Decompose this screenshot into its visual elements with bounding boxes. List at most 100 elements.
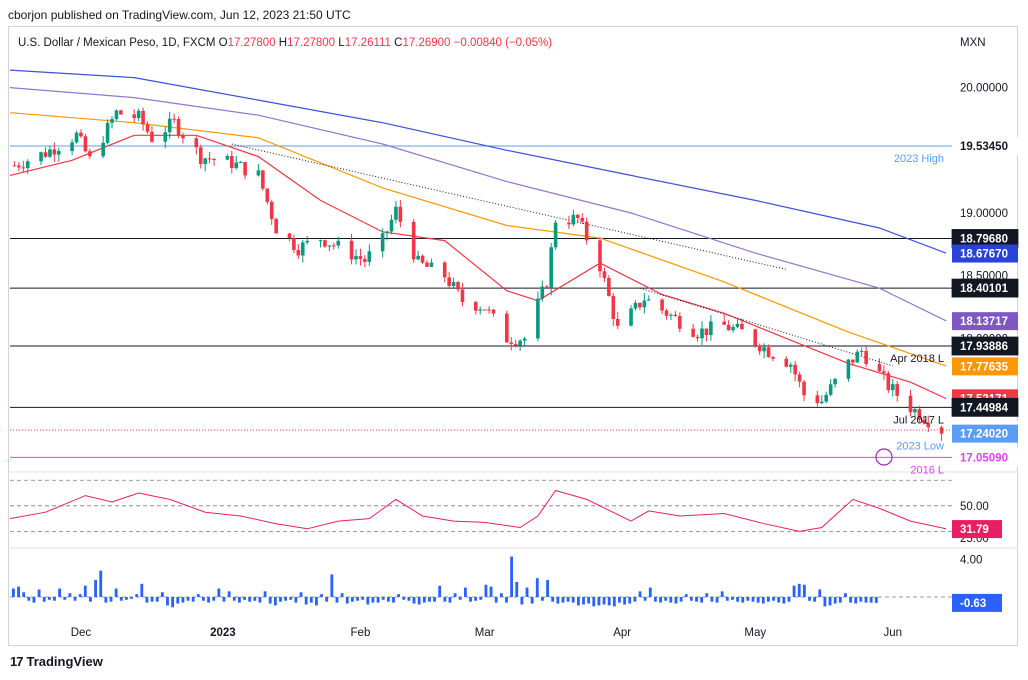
candle-body bbox=[181, 135, 185, 139]
histogram-bar bbox=[27, 596, 31, 601]
trendline-dotted bbox=[639, 287, 893, 367]
histogram-bar bbox=[520, 596, 524, 605]
histogram-bar bbox=[47, 596, 51, 600]
histogram-bar bbox=[541, 596, 544, 601]
candle-body bbox=[194, 138, 199, 148]
histogram-bar bbox=[17, 586, 20, 597]
histogram-bar bbox=[571, 596, 575, 603]
histogram-bar bbox=[561, 596, 565, 603]
candle-body bbox=[793, 364, 797, 375]
candle-body bbox=[442, 262, 447, 278]
price-axis-label-bg bbox=[952, 244, 1018, 263]
tradingview-logo-text: TradingView bbox=[26, 654, 103, 669]
histogram-bar bbox=[587, 596, 591, 604]
candle-body bbox=[141, 110, 145, 125]
candle-body bbox=[43, 152, 48, 157]
candle-body bbox=[305, 240, 310, 243]
histogram-bar bbox=[258, 596, 262, 603]
rsi-line bbox=[9, 489, 947, 532]
ema50-line bbox=[9, 112, 947, 367]
candle-body bbox=[394, 206, 398, 220]
histogram-bar bbox=[433, 596, 436, 602]
candle-body bbox=[766, 347, 771, 358]
candle-body bbox=[939, 427, 944, 434]
histogram-bar bbox=[566, 596, 570, 602]
histogram-bar bbox=[428, 596, 431, 602]
price-axis-label: 17.24020 bbox=[960, 429, 1008, 441]
histogram-bar bbox=[654, 596, 657, 602]
histogram-bar bbox=[94, 580, 98, 597]
histogram-bar bbox=[448, 596, 452, 603]
candle-body bbox=[731, 326, 735, 331]
candle-body bbox=[380, 233, 385, 252]
histogram-bar bbox=[458, 596, 462, 600]
price-axis-label: 17.44984 bbox=[960, 402, 1009, 414]
candle-body bbox=[74, 132, 79, 143]
candle-body bbox=[389, 219, 394, 232]
histogram-bar bbox=[22, 592, 26, 597]
histogram-bar bbox=[381, 596, 385, 600]
histogram-bar bbox=[802, 584, 806, 597]
candle-body bbox=[846, 359, 851, 379]
candle-body bbox=[544, 286, 549, 289]
histogram-bar bbox=[705, 593, 709, 597]
histogram-bar bbox=[674, 596, 678, 604]
candle-body bbox=[48, 149, 52, 157]
histogram-bar bbox=[443, 596, 447, 602]
candle-body bbox=[757, 345, 762, 352]
histogram-bar bbox=[37, 589, 41, 597]
histogram-bar bbox=[838, 596, 842, 603]
time-axis-tick: Mar bbox=[475, 627, 495, 639]
histogram-bar bbox=[525, 587, 529, 597]
price-axis-label: 18.79680 bbox=[960, 233, 1008, 245]
candle-body bbox=[292, 238, 296, 250]
histogram-bar bbox=[412, 596, 416, 604]
histogram-bar bbox=[725, 596, 729, 601]
candle-body bbox=[21, 167, 26, 169]
histogram-bar bbox=[407, 596, 411, 601]
histogram-bar bbox=[715, 596, 719, 603]
ema20-line bbox=[9, 134, 947, 400]
histogram-bar bbox=[818, 589, 822, 597]
price-axis-label-bg bbox=[952, 312, 1018, 331]
histogram-bar bbox=[104, 596, 108, 603]
candle-body bbox=[429, 262, 434, 267]
candle-body bbox=[261, 170, 265, 189]
level-annotation: Apr 2018 L bbox=[890, 353, 944, 365]
histogram-bar bbox=[777, 596, 781, 603]
candle-body bbox=[895, 384, 900, 396]
candle-body bbox=[642, 300, 647, 308]
histogram-bar bbox=[320, 594, 323, 597]
candle-body bbox=[735, 323, 740, 327]
candle-body bbox=[584, 221, 589, 241]
histogram-bar bbox=[787, 596, 791, 602]
histogram-bar bbox=[849, 596, 853, 603]
candle-body bbox=[859, 350, 864, 352]
candle-body bbox=[25, 161, 30, 169]
candle-body bbox=[615, 318, 620, 326]
histogram-last-bg bbox=[952, 593, 1002, 612]
histogram-bar bbox=[294, 596, 298, 603]
candle-body bbox=[691, 328, 695, 337]
candle-body bbox=[922, 419, 926, 423]
histogram-bar bbox=[546, 580, 549, 597]
histogram-bar bbox=[556, 596, 560, 604]
candle-body bbox=[411, 221, 416, 260]
candle-body bbox=[398, 206, 403, 222]
histogram-bar bbox=[309, 596, 313, 603]
histogram-bar bbox=[736, 596, 740, 602]
candle-body bbox=[664, 310, 669, 316]
candle-body bbox=[536, 298, 540, 339]
tradingview-logo[interactable]: 17 TradingView bbox=[10, 654, 103, 669]
candle-body bbox=[456, 282, 460, 290]
histogram-bar bbox=[109, 596, 113, 602]
histogram-bar bbox=[576, 596, 580, 606]
histogram-bar bbox=[664, 596, 668, 601]
histogram-bar bbox=[648, 587, 652, 597]
histogram-bar bbox=[243, 596, 246, 600]
candle-body bbox=[695, 336, 700, 339]
candle-body bbox=[265, 188, 270, 202]
candle-body bbox=[629, 308, 633, 326]
candle-body bbox=[56, 150, 61, 155]
